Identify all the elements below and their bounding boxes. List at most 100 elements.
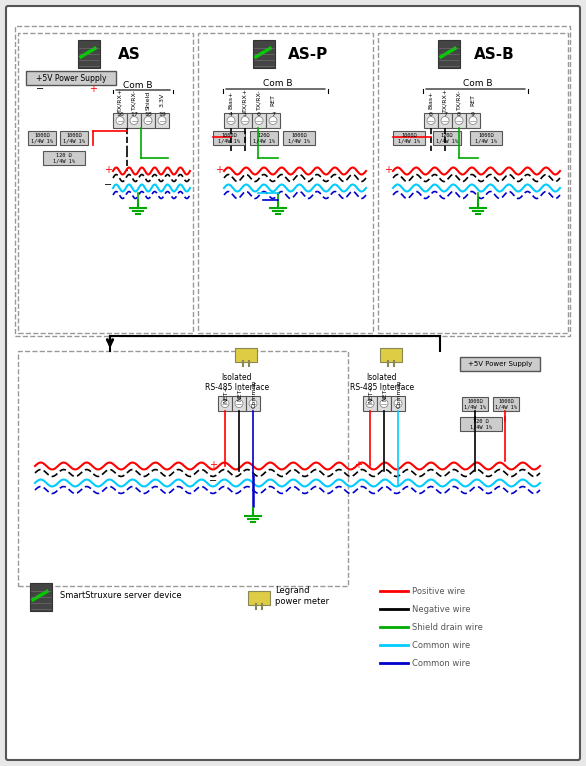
Text: Common wire: Common wire — [412, 659, 470, 667]
Circle shape — [366, 400, 374, 408]
Text: Common wire: Common wire — [412, 640, 470, 650]
Text: AS-P: AS-P — [288, 47, 328, 61]
Bar — [43, 151, 85, 165]
Bar — [218, 396, 232, 411]
Text: +: + — [104, 165, 112, 175]
Bar — [253, 40, 275, 68]
Bar — [30, 583, 52, 611]
FancyBboxPatch shape — [6, 6, 580, 760]
Text: +: + — [354, 460, 362, 470]
Text: −: − — [36, 84, 44, 94]
Bar — [60, 131, 88, 145]
Bar — [198, 33, 373, 333]
Bar — [462, 397, 488, 411]
Bar — [470, 131, 502, 145]
Text: +: + — [384, 165, 392, 175]
Bar — [460, 417, 502, 431]
Bar — [438, 113, 452, 128]
Circle shape — [269, 116, 277, 125]
Text: Legrand
power meter: Legrand power meter — [275, 586, 329, 606]
Text: NET+: NET+ — [369, 385, 373, 403]
Bar — [232, 396, 246, 411]
Text: 120 Ω
1/4W 1%: 120 Ω 1/4W 1% — [53, 152, 75, 163]
Bar — [238, 113, 252, 128]
Bar — [438, 40, 460, 68]
Bar — [224, 113, 238, 128]
Text: 120Ω
1/4W 1%: 120Ω 1/4W 1% — [436, 133, 458, 143]
Bar — [235, 348, 257, 362]
Text: 1000Ω
1/4W 1%: 1000Ω 1/4W 1% — [398, 133, 420, 143]
Bar — [15, 26, 570, 336]
Text: 1000Ω
1/4W 1%: 1000Ω 1/4W 1% — [495, 398, 517, 409]
Text: 1000Ω
1/4W 1%: 1000Ω 1/4W 1% — [218, 133, 240, 143]
Circle shape — [469, 116, 477, 125]
Text: 16: 16 — [116, 112, 124, 116]
Text: TX/RX+: TX/RX+ — [118, 88, 122, 112]
Text: 5: 5 — [243, 112, 247, 116]
Text: 6: 6 — [429, 112, 433, 116]
Text: 3.3V: 3.3V — [159, 93, 165, 107]
Text: Com B: Com B — [464, 78, 493, 87]
Text: 120Ω
1/4W 1%: 120Ω 1/4W 1% — [253, 133, 275, 143]
Text: 1000Ω
1/4W 1%: 1000Ω 1/4W 1% — [288, 133, 310, 143]
Text: 6: 6 — [257, 112, 261, 116]
Circle shape — [227, 116, 235, 125]
Text: Shield: Shield — [145, 90, 151, 110]
Bar — [141, 113, 155, 128]
Circle shape — [144, 116, 152, 125]
Bar — [26, 71, 116, 85]
Text: 1000Ω
1/4W 1%: 1000Ω 1/4W 1% — [31, 133, 53, 143]
Bar — [78, 40, 100, 68]
Circle shape — [427, 116, 435, 125]
Text: 7: 7 — [443, 112, 447, 116]
Bar — [466, 113, 480, 128]
Text: +: + — [89, 84, 97, 94]
Text: +: + — [215, 165, 223, 175]
Text: Common: Common — [251, 380, 257, 408]
Bar — [28, 131, 56, 145]
Text: TX/RX+: TX/RX+ — [442, 88, 448, 112]
Text: Common: Common — [397, 380, 401, 408]
Bar — [452, 113, 466, 128]
Text: NET-: NET- — [237, 387, 243, 401]
Text: 18: 18 — [144, 112, 152, 116]
Text: Isolated
RS-485 Interface: Isolated RS-485 Interface — [205, 373, 269, 392]
Text: Shield drain wire: Shield drain wire — [412, 623, 483, 631]
Text: Bias+: Bias+ — [229, 91, 233, 110]
Bar — [252, 113, 266, 128]
Bar — [493, 397, 519, 411]
Text: 19: 19 — [158, 112, 166, 116]
Text: SmartStruxure server device: SmartStruxure server device — [60, 591, 182, 601]
Bar — [283, 131, 315, 145]
Text: 4: 4 — [229, 112, 233, 116]
Text: 8: 8 — [457, 112, 461, 116]
Text: 9: 9 — [471, 112, 475, 116]
Bar — [127, 113, 141, 128]
Text: −: − — [209, 476, 217, 486]
Text: 1000Ω
1/4W 1%: 1000Ω 1/4W 1% — [475, 133, 497, 143]
Bar — [266, 113, 280, 128]
Text: Com B: Com B — [263, 78, 293, 87]
Circle shape — [241, 116, 249, 125]
Circle shape — [116, 116, 124, 125]
Bar — [393, 131, 425, 145]
Text: 1000Ω
1/4W 1%: 1000Ω 1/4W 1% — [464, 398, 486, 409]
Text: Com B: Com B — [123, 80, 153, 90]
Text: Isolated
RS-485 Interface: Isolated RS-485 Interface — [350, 373, 414, 392]
Circle shape — [249, 400, 257, 408]
Bar — [246, 396, 260, 411]
Circle shape — [130, 116, 138, 125]
Text: +: + — [209, 460, 217, 470]
Bar — [460, 357, 540, 371]
Bar — [18, 33, 193, 333]
Bar — [380, 348, 402, 362]
Bar — [213, 131, 245, 145]
Bar — [433, 131, 461, 145]
Text: RET: RET — [271, 94, 275, 106]
Bar — [250, 131, 278, 145]
Bar — [248, 591, 270, 605]
Circle shape — [158, 116, 166, 125]
Text: Positive wire: Positive wire — [412, 587, 465, 595]
Circle shape — [235, 400, 243, 408]
Text: TX/RX+: TX/RX+ — [243, 88, 247, 112]
